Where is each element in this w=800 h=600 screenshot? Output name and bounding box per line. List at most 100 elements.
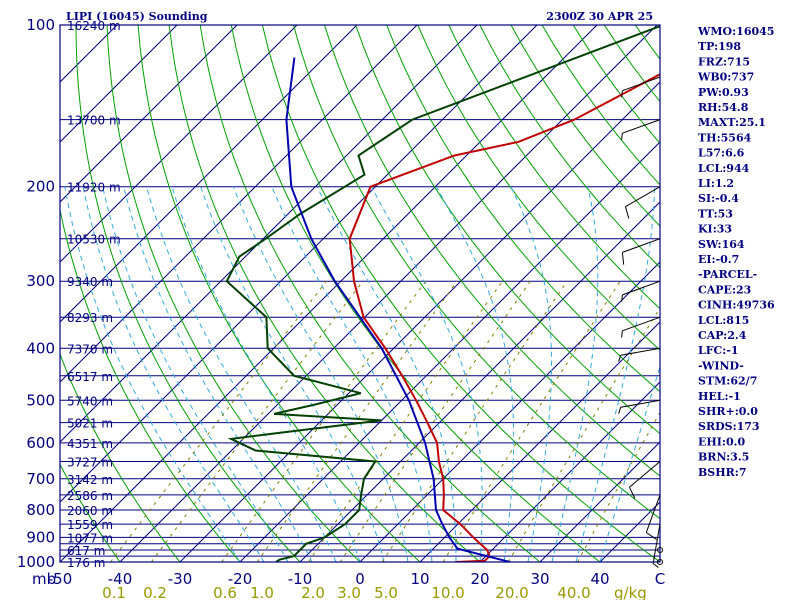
index-line: TP:198 [698,40,741,53]
mixing-ratio-unit-label: g/kg [614,584,647,600]
moist-adiabat [64,186,241,562]
temperature-tick-label: 10 [410,570,429,588]
index-line: BRN:3.5 [698,451,749,464]
mixing-ratio-tick-label: 10.0 [431,584,464,600]
index-line: PW:0.93 [698,86,749,99]
height-label: 4351 m [67,437,113,451]
temperature-tick-label: -10 [288,570,313,588]
pressure-tick-label: 900 [26,528,55,546]
mixing-ratio-tick-label: 5.0 [374,584,398,600]
height-label: 9340 m [67,275,113,289]
temperature-trace [348,73,660,562]
calm-wind-marker [657,559,663,565]
index-line: STM:62/7 [698,375,757,388]
height-label: 5740 m [67,394,113,408]
index-line: WB0:737 [697,71,754,84]
index-line: HEL:-1 [698,390,741,403]
dry-adiabat [448,25,660,310]
isotherm [239,141,660,562]
isotherm [60,25,418,383]
isotherm [60,25,298,263]
mixing-ratio-line [256,280,458,562]
dry-adiabat [293,25,660,520]
index-line: SHR+:0.0 [698,405,758,418]
dry-adiabat [60,207,241,562]
mixing-ratio-line [381,280,568,562]
temperature-tick-label: -30 [168,570,193,588]
moist-adiabat [82,186,265,562]
moist-adiabat [599,365,660,562]
mixing-ratio-line [442,280,621,562]
index-line: -PARCEL- [698,268,757,281]
dry-adiabat [355,25,660,435]
pressure-tick-label: 300 [26,272,55,290]
index-line: SW:164 [698,238,745,251]
mixing-ratio-tick-label: 3.0 [337,584,361,600]
mixing-ratio-tick-label: 0.1 [102,584,126,600]
index-line: TH:5564 [698,131,752,144]
wind-barb-staff [645,494,661,533]
mixing-ratio-tick-label: 40.0 [557,584,590,600]
moist-adiabat [102,186,289,562]
index-line: EHI:0.0 [698,435,745,448]
height-label: 11920 m [67,181,121,195]
sounding-traces [225,25,660,562]
isotherm [359,261,660,562]
index-line: FRZ:715 [698,55,750,68]
dry-adiabat [324,25,660,477]
isotherm [60,25,178,143]
wind-barb-feather [618,407,622,414]
pressure-tick-label: 100 [26,16,55,34]
index-line: CAP:2.4 [698,329,747,342]
wind-barb-staff [620,347,661,356]
moist-adiabat [435,186,515,562]
index-line: RH:54.8 [698,101,749,114]
index-line: CINH:49736 [698,299,775,312]
dry-adiabat [60,352,181,562]
wind-barb-staff [629,461,661,488]
temperature-tick-label: 30 [530,570,549,588]
mixing-ratio-tick-label: 0.2 [143,584,167,600]
index-line: LCL:815 [698,314,749,327]
mixing-ratio-line [339,280,531,562]
wind-barb-feather [621,133,623,140]
parcel-trace [285,57,511,562]
height-label: 2586 m [67,489,113,503]
moist-adiabat [123,186,313,562]
sounding-indices: WMO:16045 TP:198 FRZ:715 WB0:737 PW:0.93 RH:5… [697,25,775,479]
isotherm [60,25,538,503]
dry-adiabat [417,25,660,351]
dry-adiabat [386,25,660,393]
diagram-grid [60,25,660,562]
height-label: 2060 m [67,504,113,518]
wind-barb-staff [622,76,661,92]
station-title: LIPI (16045) Sounding [66,10,208,23]
index-line: LFC:-1 [698,344,739,357]
index-line: LI:1.2 [698,177,734,190]
mixing-ratio-line [507,307,660,562]
wind-barb-feather [652,563,659,568]
moist-adiabat [316,186,457,562]
mixing-ratio-line [308,280,503,562]
height-label: 176 m [67,556,105,570]
pressure-tick-label: 500 [26,391,55,409]
dry-adiabat [60,463,121,562]
wind-barb-feather [621,294,623,302]
index-line: -WIND- [698,359,744,372]
isotherm [479,381,660,562]
wind-barb-feather [628,486,636,499]
moist-adiabat [510,186,552,562]
mixing-ratio-line [577,411,660,562]
height-label: 5021 m [67,417,113,431]
wind-barb-feather [646,532,657,540]
dry-adiabat [230,25,601,562]
index-line: SI:-0.4 [698,192,739,205]
wind-barb-staff [625,186,661,208]
dry-adiabat [199,25,541,562]
height-label: 1077 m [67,531,113,545]
temperature-tick-label: -20 [228,570,253,588]
isotherm [60,25,598,562]
mixing-ratio-tick-label: 1.0 [250,584,274,600]
pressure-tick-label: 200 [26,178,55,196]
